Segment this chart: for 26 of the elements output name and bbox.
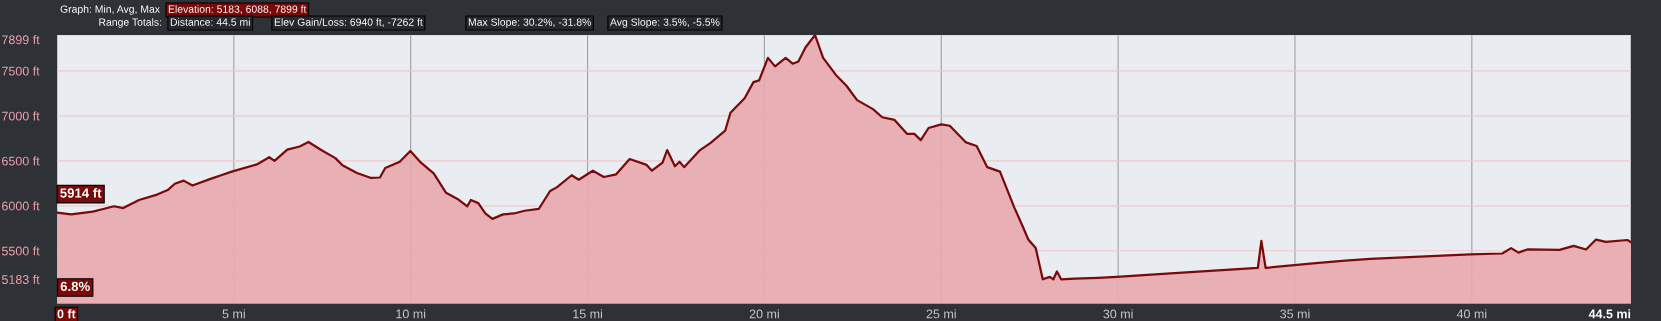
text: Graph: Min, Avg, Max: [60, 5, 160, 15]
x-tick-label: 40 mi: [1456, 309, 1487, 319]
y-tick-label: 7000 ft: [2, 111, 40, 121]
text: Elev Gain/Loss: 6940 ft, -7262 ft: [274, 18, 423, 28]
y-tick-label: 7899 ft: [2, 35, 40, 45]
y-tick-label: 6000 ft: [2, 201, 40, 211]
x-tick-label: 20 mi: [749, 309, 779, 319]
text: Distance: 44.5 mi: [170, 18, 250, 26]
y-tick-label: 5500 ft: [1, 246, 40, 256]
text: Range Totals:: [99, 18, 162, 28]
x-tick-label: 15 mi: [573, 309, 602, 319]
x-tick-label: 35 mi: [1280, 309, 1310, 319]
x-tick-label: 25 mi: [926, 309, 956, 319]
text: Elevation: 5183, 6088, 7899 ft: [168, 5, 307, 15]
y-tick-label: 6500 ft: [2, 156, 40, 166]
x-tick-label: 0 ft: [57, 309, 76, 319]
text: Avg Slope: 3.5%, -5.5%: [610, 18, 720, 28]
annotation: 6.8%: [60, 281, 90, 292]
text: Max Slope: 30.2%, -31.8%: [468, 18, 591, 28]
y-tick-label: 7500 ft: [2, 66, 40, 76]
annotation: 5914 ft: [60, 187, 102, 198]
y-tick-label: 5183 ft: [1, 274, 40, 284]
x-tick-label: 10 mi: [396, 309, 426, 319]
x-tick-label: 5 mi: [222, 309, 245, 319]
x-tick-label: 30 mi: [1103, 309, 1133, 319]
x-tick-label: 44.5 mi: [1588, 309, 1631, 319]
